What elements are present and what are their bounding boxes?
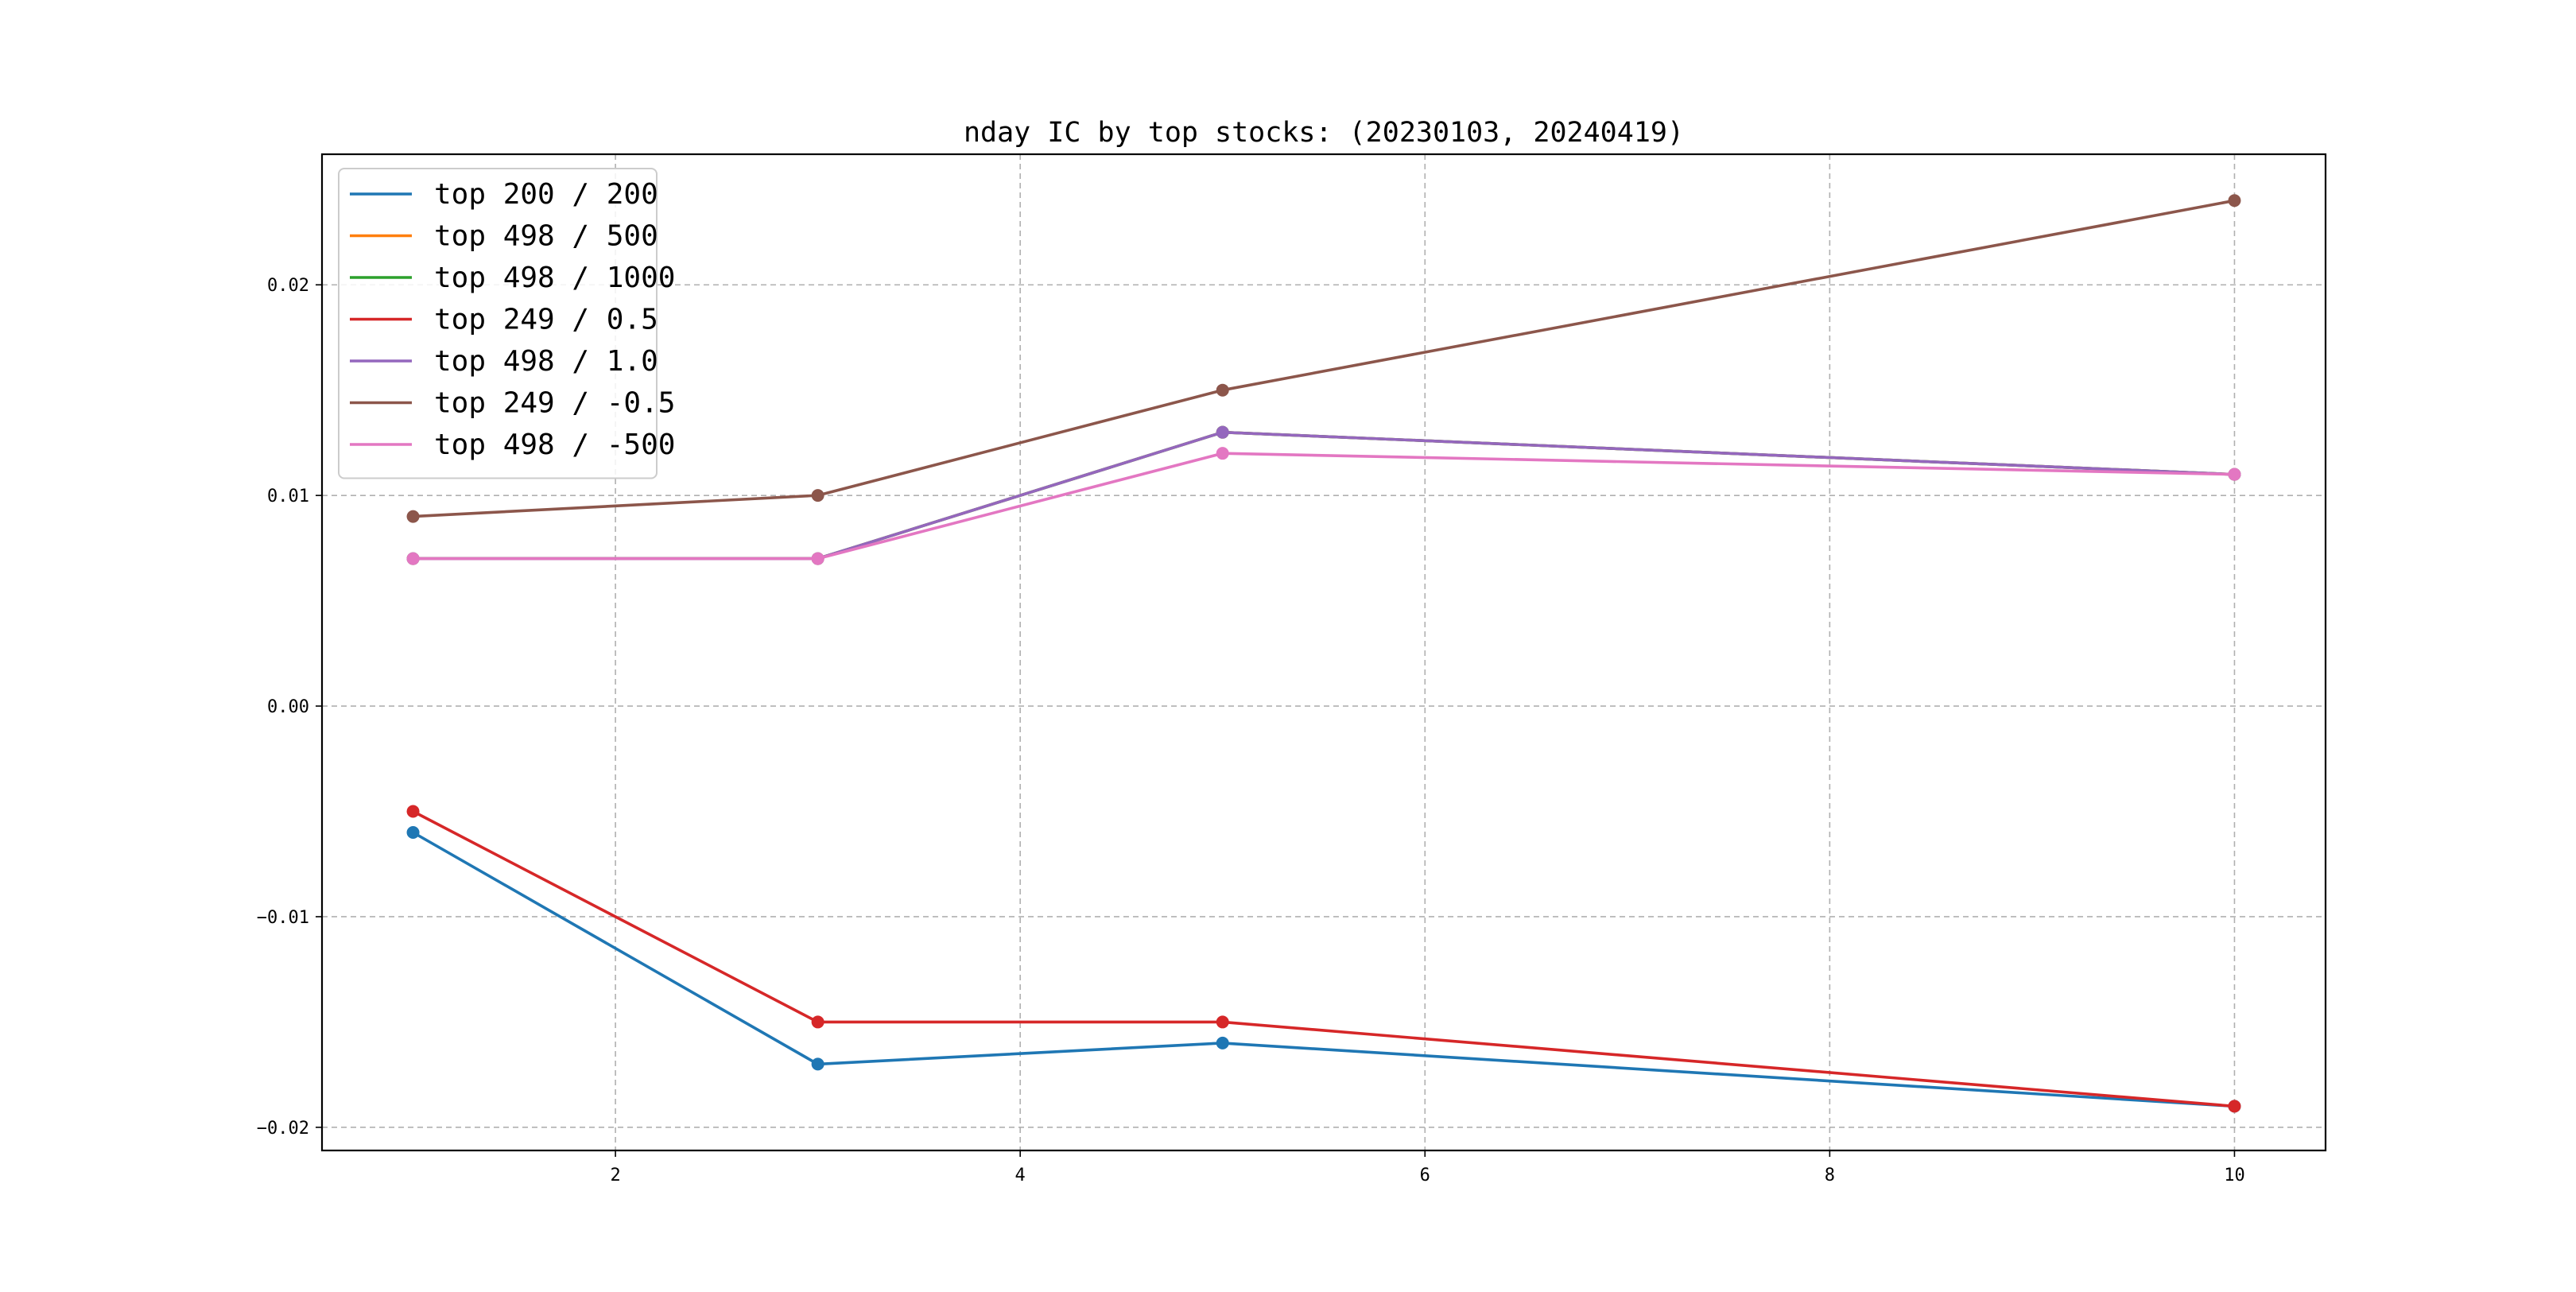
data-point [1216,1015,1229,1029]
legend-label: top 498 / 500 [434,220,658,253]
legend-label: top 498 / -500 [434,429,675,461]
series-layer [406,194,2241,1113]
axis-ticks: 2 4 6 8 10 −0.02 −0.01 0.00 0.01 0.02 [257,276,2245,1185]
data-point [406,805,420,818]
y-tick-label: 0.02 [267,276,309,296]
series-line [412,809,2235,1108]
legend-label: top 249 / 0.5 [434,304,658,336]
legend-label: top 498 / 1.0 [434,345,658,378]
series-4 [406,805,2241,1113]
legend-label: top 200 / 200 [434,178,658,211]
plot-frame [320,153,2327,1152]
data-point [406,552,420,565]
data-point [811,552,824,565]
series-line [413,452,2235,561]
legend-box [338,168,658,479]
data-point [406,510,420,523]
data-point [1216,383,1229,397]
data-point [811,1057,824,1071]
x-tick-label: 4 [1015,1166,1026,1185]
data-point [1216,447,1229,460]
x-tick-label: 10 [2224,1166,2245,1185]
y-tick-label: −0.01 [257,908,309,928]
y-tick-label: 0.01 [267,487,309,506]
data-point [406,825,420,839]
data-point [2228,1100,2241,1113]
y-tick-label: 0.00 [267,697,309,717]
data-point [2228,468,2241,481]
legend-label: top 498 / 1000 [434,262,675,294]
series-6 [406,194,2241,523]
grid [322,154,2326,1150]
x-tick-label: 6 [1420,1166,1430,1185]
chart-title: nday IC by top stocks: (20230103, 202404… [964,117,1684,149]
x-tick-label: 2 [610,1166,620,1185]
y-tick-label: −0.02 [257,1119,309,1139]
series-line [412,831,2235,1108]
data-point [1216,1036,1229,1050]
data-point [2228,194,2241,208]
data-point [811,1015,824,1029]
legend-label: top 249 / -0.5 [434,387,675,420]
series-line [413,199,2235,518]
data-point [1216,425,1229,439]
legend: top 200 / 200 top 498 / 500 top 498 / 1000… [338,168,675,479]
x-tick-label: 8 [1825,1166,1835,1185]
series-7 [406,447,2241,565]
data-point [811,489,824,502]
